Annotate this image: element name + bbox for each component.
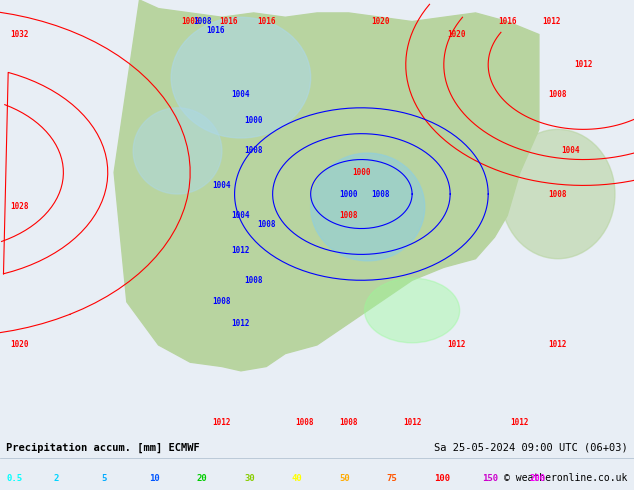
Text: 40: 40	[292, 474, 302, 483]
Ellipse shape	[171, 17, 311, 138]
Text: 200: 200	[529, 474, 545, 483]
Text: 1016: 1016	[257, 17, 276, 26]
Text: 1020: 1020	[371, 17, 390, 26]
Text: 1008: 1008	[339, 211, 358, 220]
Text: 1012: 1012	[231, 245, 250, 255]
Text: 1012: 1012	[212, 418, 231, 427]
Text: 1016: 1016	[219, 17, 238, 26]
Text: © weatheronline.co.uk: © weatheronline.co.uk	[504, 473, 628, 483]
Text: 1012: 1012	[542, 17, 561, 26]
Text: 1012: 1012	[548, 341, 567, 349]
Text: 20: 20	[197, 474, 207, 483]
Ellipse shape	[133, 108, 222, 194]
Ellipse shape	[311, 153, 425, 261]
Text: 1004: 1004	[212, 181, 231, 190]
Text: 30: 30	[244, 474, 255, 483]
Text: Precipitation accum. [mm] ECMWF: Precipitation accum. [mm] ECMWF	[6, 442, 200, 453]
Text: 2: 2	[54, 474, 59, 483]
Text: 1004: 1004	[561, 147, 580, 155]
Text: 1008: 1008	[295, 418, 314, 427]
Text: 1012: 1012	[447, 341, 466, 349]
Text: 1012: 1012	[574, 60, 593, 69]
Text: 1012: 1012	[231, 319, 250, 328]
Text: 1012: 1012	[510, 418, 529, 427]
Text: 1012: 1012	[403, 418, 422, 427]
Ellipse shape	[365, 278, 460, 343]
Text: 1008: 1008	[193, 17, 212, 26]
Text: 10: 10	[149, 474, 160, 483]
Polygon shape	[114, 0, 539, 371]
Text: 1016: 1016	[206, 25, 225, 35]
Text: 75: 75	[387, 474, 398, 483]
Text: 1008: 1008	[244, 276, 263, 285]
Text: 50: 50	[339, 474, 350, 483]
Text: 0.5: 0.5	[6, 474, 22, 483]
Text: 1016: 1016	[498, 17, 517, 26]
Text: 1008: 1008	[212, 297, 231, 306]
Text: 1008: 1008	[548, 90, 567, 99]
Text: 1000: 1000	[352, 168, 371, 177]
Text: 1028: 1028	[10, 202, 29, 212]
Text: 1000: 1000	[244, 116, 263, 125]
Text: 1008: 1008	[257, 220, 276, 229]
Ellipse shape	[501, 129, 615, 259]
Text: 1008: 1008	[548, 190, 567, 198]
Text: 1008: 1008	[339, 418, 358, 427]
Text: 1032: 1032	[10, 30, 29, 39]
Text: 1008: 1008	[181, 17, 200, 26]
Text: 100: 100	[434, 474, 450, 483]
Text: 1008: 1008	[244, 147, 263, 155]
Text: 1008: 1008	[371, 190, 390, 198]
Text: 150: 150	[482, 474, 498, 483]
Text: 1020: 1020	[447, 30, 466, 39]
Text: Sa 25-05-2024 09:00 UTC (06+03): Sa 25-05-2024 09:00 UTC (06+03)	[434, 442, 628, 453]
Text: 1004: 1004	[231, 90, 250, 99]
Text: 1020: 1020	[10, 341, 29, 349]
Text: 1000: 1000	[339, 190, 358, 198]
Text: 1004: 1004	[231, 211, 250, 220]
Text: 5: 5	[101, 474, 107, 483]
